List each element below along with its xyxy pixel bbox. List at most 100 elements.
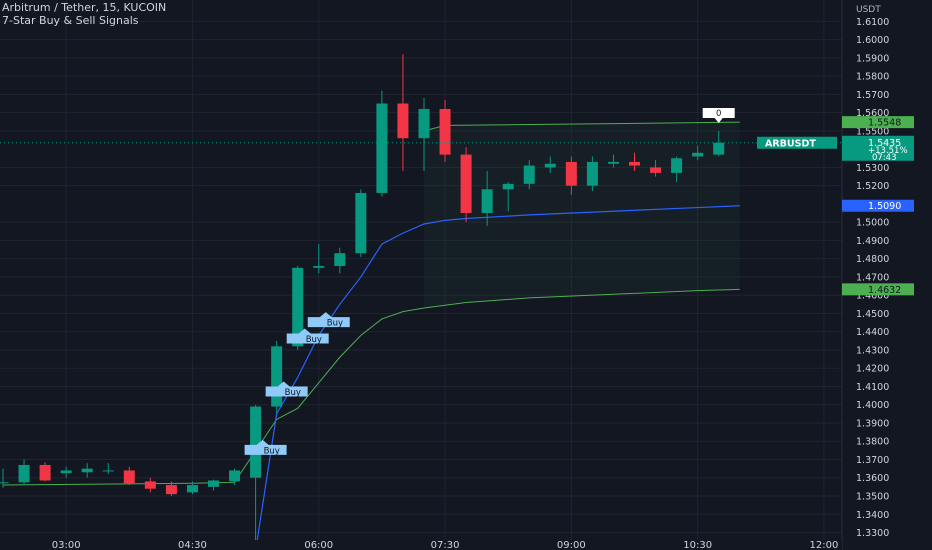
candle-body xyxy=(229,470,241,482)
candle-body xyxy=(250,406,262,478)
price-tick-label: 1.3800 xyxy=(856,437,889,448)
upper-band-price-label-box xyxy=(842,116,914,129)
candle-body xyxy=(523,165,535,184)
mid-band-line xyxy=(255,205,740,550)
candle-body xyxy=(713,142,725,155)
price-tick-label: 1.6100 xyxy=(856,17,889,28)
candle-body xyxy=(81,468,93,473)
candle-body xyxy=(481,189,493,214)
price-tick-label: 1.4300 xyxy=(856,345,889,356)
time-tick-label: 03:00 xyxy=(52,540,81,550)
chart-title: Arbitrum / Tether, 15, KUCOIN xyxy=(2,1,167,14)
price-tick-label: 1.4100 xyxy=(856,382,889,393)
candle-body xyxy=(39,464,51,481)
candle-body xyxy=(376,103,388,193)
candle-body xyxy=(271,346,283,407)
bar-countdown-label: 07:43 xyxy=(872,153,897,163)
price-tick-label: 1.5900 xyxy=(856,53,889,64)
buy-signal-badge xyxy=(286,328,329,344)
price-tick-label: 1.4800 xyxy=(856,254,889,265)
price-tick-label: 1.3700 xyxy=(856,455,889,466)
price-change-label: +13.51% xyxy=(868,146,908,156)
price-tick-label: 1.3600 xyxy=(856,473,889,484)
band-fill xyxy=(424,122,740,308)
candle-body xyxy=(144,481,156,489)
price-tick-label: 1.4900 xyxy=(856,236,889,247)
candle-body xyxy=(565,161,577,186)
buy-signal-badge xyxy=(307,312,350,328)
indicator-name[interactable]: 7-Star Buy & Sell Signals xyxy=(2,14,139,27)
sell-signal-badge xyxy=(702,107,735,123)
price-tick-label: 1.3400 xyxy=(856,510,889,521)
candle-body xyxy=(692,152,704,157)
lower-band-price-label: 1.4632 xyxy=(868,285,901,296)
candle-body xyxy=(292,267,304,347)
price-tick-label: 1.5800 xyxy=(856,72,889,83)
sell-signal-label: 0 xyxy=(716,109,721,119)
candle-body xyxy=(439,108,451,155)
buy-signal-label: Buy xyxy=(327,319,343,329)
upper-band-price-label: 1.5548 xyxy=(868,118,901,129)
candle-body xyxy=(544,163,556,168)
candle-body xyxy=(60,470,72,474)
candle-body xyxy=(208,480,219,487)
buy-signal-label: Buy xyxy=(264,446,280,456)
last-price-label: 1.5435 xyxy=(868,138,901,149)
time-tick-label: 09:00 xyxy=(557,540,586,550)
time-tick-label: 04:30 xyxy=(178,540,207,550)
price-tick-label: 1.6000 xyxy=(856,35,889,46)
price-tick-label: 1.3500 xyxy=(856,492,889,503)
price-axis xyxy=(842,0,932,550)
mid-band-price-label-box xyxy=(842,199,914,212)
price-tick-label: 1.4000 xyxy=(856,400,889,411)
price-tick-label: 1.4600 xyxy=(856,291,889,302)
last-price-box xyxy=(842,135,914,161)
candle-body xyxy=(123,470,135,484)
candle-body xyxy=(650,167,662,173)
time-tick-label: 10:30 xyxy=(683,540,712,550)
price-tick-label: 1.5200 xyxy=(856,181,889,192)
candle-body xyxy=(313,265,325,268)
price-tick-label: 1.3900 xyxy=(856,418,889,429)
candle-body xyxy=(418,108,430,139)
price-tick-label: 1.3300 xyxy=(856,528,889,539)
buy-signal-label: Buy xyxy=(285,388,301,398)
candle-body xyxy=(607,161,619,164)
candle-body xyxy=(586,161,598,186)
candle-body xyxy=(355,192,367,254)
candle-body xyxy=(0,482,9,484)
time-tick-label: 12:00 xyxy=(810,540,839,550)
buy-signal-badge xyxy=(244,439,287,455)
lower-band-price-label-box xyxy=(842,283,914,296)
price-tick-label: 1.4500 xyxy=(856,309,889,320)
symbol-tag-label: ARBUSDT xyxy=(765,138,816,149)
price-tick-label: 1.4200 xyxy=(856,364,889,375)
buy-signal-badge xyxy=(265,381,308,397)
candle-body xyxy=(186,485,198,493)
time-tick-label: 06:00 xyxy=(304,540,333,550)
buy-signal-label: Buy xyxy=(306,335,322,345)
price-tick-label: 1.5600 xyxy=(856,108,889,119)
candle-body xyxy=(18,464,30,483)
candle-body xyxy=(334,253,346,266)
candle-body xyxy=(102,470,114,472)
candle-body xyxy=(165,485,177,495)
time-axis xyxy=(0,540,842,550)
axis-currency-label: USDT xyxy=(856,5,881,15)
candle-body xyxy=(502,183,514,190)
price-tick-label: 1.5300 xyxy=(856,163,889,174)
symbol-tag-box xyxy=(757,136,837,149)
price-tick-label: 1.5500 xyxy=(856,126,889,137)
price-tick-label: 1.4700 xyxy=(856,272,889,283)
candle-body xyxy=(397,103,409,139)
price-tick-label: 1.4400 xyxy=(856,327,889,338)
price-tick-label: 1.5000 xyxy=(856,218,889,229)
candle-body xyxy=(629,161,640,166)
mid-band-price-label: 1.5090 xyxy=(868,201,901,212)
price-tick-label: 1.5700 xyxy=(856,90,889,101)
candle-body xyxy=(671,158,683,173)
time-tick-label: 07:30 xyxy=(431,540,460,550)
candle-body xyxy=(460,154,472,214)
